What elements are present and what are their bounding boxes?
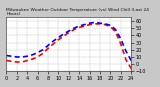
Text: Milwaukee Weather Outdoor Temperature (vs) Wind Chill (Last 24 Hours): Milwaukee Weather Outdoor Temperature (v… — [6, 8, 149, 16]
